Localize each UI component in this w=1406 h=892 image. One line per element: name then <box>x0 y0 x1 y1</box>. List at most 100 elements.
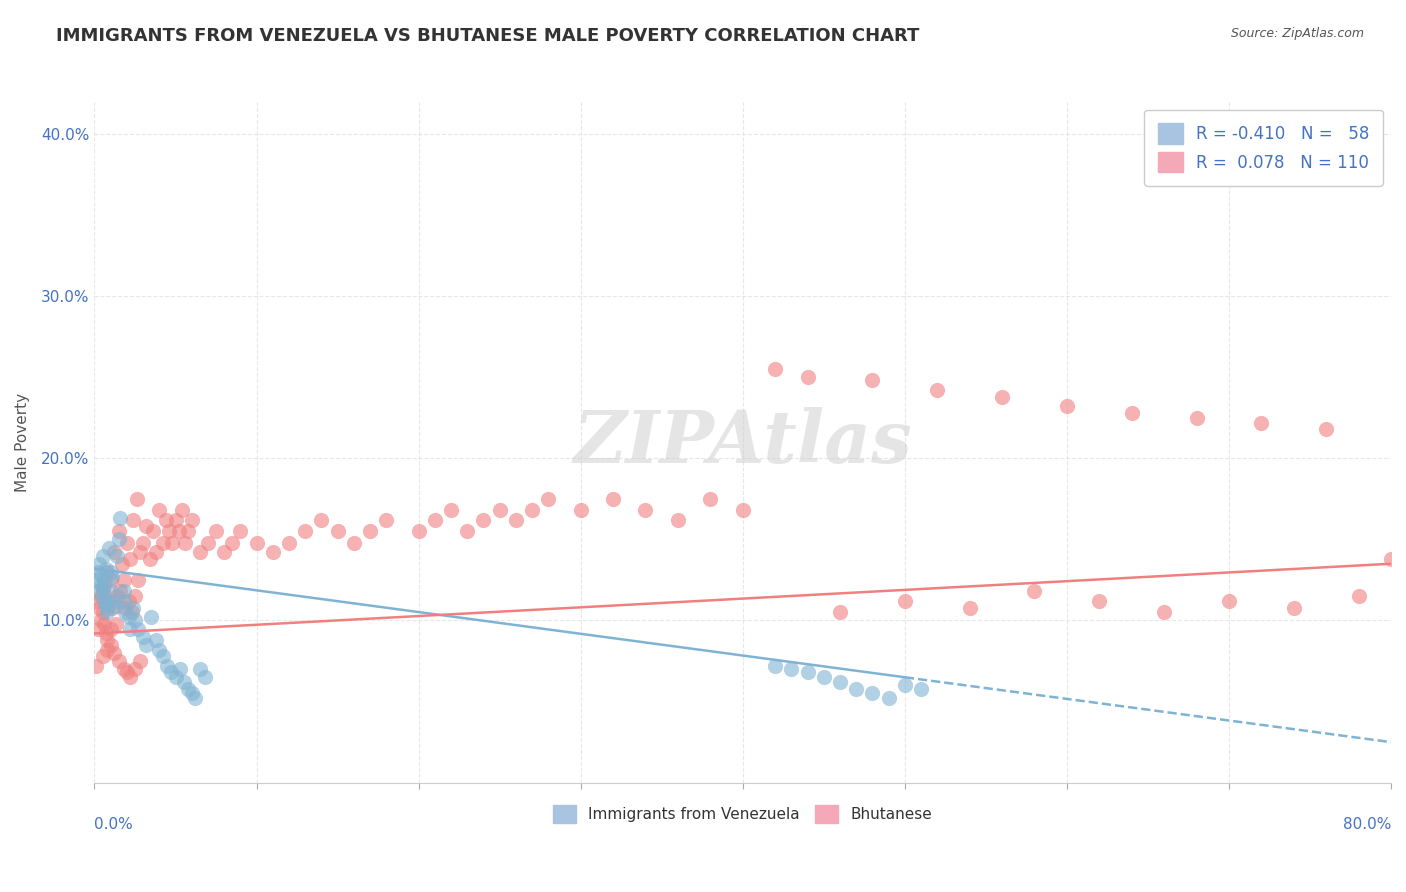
Point <box>167 524 190 539</box>
Point <box>120 552 142 566</box>
Point <box>100 565 122 579</box>
Point <box>472 513 495 527</box>
Point <box>90 568 112 582</box>
Point <box>101 570 124 584</box>
Point <box>112 584 135 599</box>
Point <box>107 654 129 668</box>
Point <box>1024 584 1046 599</box>
Point <box>155 513 177 527</box>
Point <box>1218 594 1240 608</box>
Text: IMMIGRANTS FROM VENEZUELA VS BHUTANESE MALE POVERTY CORRELATION CHART: IMMIGRANTS FROM VENEZUELA VS BHUTANESE M… <box>56 27 920 45</box>
Point <box>120 622 142 636</box>
Point <box>104 599 127 613</box>
Point <box>157 524 180 539</box>
Point <box>89 557 111 571</box>
Point <box>89 584 111 599</box>
Point <box>262 545 284 559</box>
Point <box>115 535 138 549</box>
Point <box>1056 400 1078 414</box>
Point <box>1121 406 1143 420</box>
Point <box>100 584 122 599</box>
Point <box>86 565 108 579</box>
Text: ZIPAtlas: ZIPAtlas <box>574 407 912 477</box>
Point <box>128 545 150 559</box>
Point <box>177 524 200 539</box>
Point <box>162 535 184 549</box>
Point <box>105 589 128 603</box>
Point <box>1282 600 1305 615</box>
Point <box>124 589 146 603</box>
Point <box>98 594 121 608</box>
Point <box>666 513 689 527</box>
Point <box>127 573 149 587</box>
Point <box>634 503 657 517</box>
Point <box>813 670 835 684</box>
Point <box>165 513 187 527</box>
Point <box>1315 422 1337 436</box>
Point <box>112 662 135 676</box>
Point <box>84 573 107 587</box>
Point <box>174 535 197 549</box>
Point <box>107 524 129 539</box>
Point <box>763 659 786 673</box>
Point <box>111 557 134 571</box>
Point <box>91 649 114 664</box>
Point <box>90 589 112 603</box>
Point <box>96 606 118 620</box>
Point <box>173 675 195 690</box>
Point <box>180 513 202 527</box>
Point <box>1250 416 1272 430</box>
Point <box>877 691 900 706</box>
Point <box>101 600 124 615</box>
Point <box>456 524 478 539</box>
Point <box>110 511 132 525</box>
Point <box>440 503 463 517</box>
Point <box>278 535 301 549</box>
Point <box>121 606 143 620</box>
Point <box>488 503 510 517</box>
Point <box>93 573 115 587</box>
Point <box>127 622 149 636</box>
Point <box>89 600 111 615</box>
Point <box>860 686 883 700</box>
Point <box>93 616 115 631</box>
Point <box>110 584 132 599</box>
Point <box>93 594 115 608</box>
Point <box>96 600 118 615</box>
Point <box>124 662 146 676</box>
Point <box>245 535 267 549</box>
Point <box>142 524 165 539</box>
Legend: Immigrants from Venezuela, Bhutanese: Immigrants from Venezuela, Bhutanese <box>547 798 938 830</box>
Point <box>796 370 818 384</box>
Text: 80.0%: 80.0% <box>1343 817 1391 832</box>
Point <box>731 503 754 517</box>
Point <box>112 594 135 608</box>
Point <box>177 681 200 696</box>
Point <box>1379 552 1402 566</box>
Point <box>894 678 917 692</box>
Point <box>165 670 187 684</box>
Point <box>84 659 107 673</box>
Point <box>94 597 117 611</box>
Point <box>184 691 207 706</box>
Point <box>326 524 349 539</box>
Point <box>212 545 235 559</box>
Point <box>122 600 145 615</box>
Point <box>145 545 167 559</box>
Point <box>423 513 446 527</box>
Point <box>188 662 211 676</box>
Point <box>894 594 917 608</box>
Point <box>138 552 160 566</box>
Point <box>1088 594 1111 608</box>
Y-axis label: Male Poverty: Male Poverty <box>15 392 30 491</box>
Point <box>763 362 786 376</box>
Point <box>359 524 381 539</box>
Point <box>699 491 721 506</box>
Point <box>115 665 138 680</box>
Point <box>145 632 167 647</box>
Point <box>100 638 122 652</box>
Point <box>103 646 125 660</box>
Point <box>221 535 243 549</box>
Point <box>86 622 108 636</box>
Point <box>152 535 174 549</box>
